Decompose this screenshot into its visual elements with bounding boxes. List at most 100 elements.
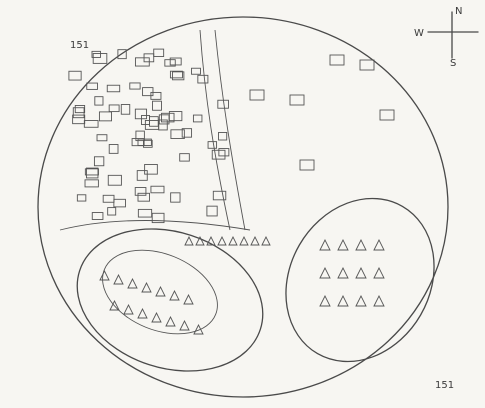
house	[218, 148, 230, 157]
map-label: 151	[435, 380, 454, 391]
hut	[179, 319, 190, 331]
house	[172, 71, 185, 81]
house	[379, 109, 395, 121]
hut	[337, 238, 349, 251]
compass-south: S	[450, 58, 456, 69]
road	[214, 29, 246, 231]
house	[192, 114, 203, 123]
house	[150, 185, 165, 194]
hut	[319, 238, 331, 251]
house	[72, 107, 85, 119]
hut	[261, 235, 271, 246]
house	[191, 67, 201, 75]
house	[108, 104, 120, 113]
hut	[123, 303, 134, 315]
hut	[373, 294, 385, 307]
house	[217, 99, 229, 109]
house	[117, 49, 127, 60]
house	[76, 194, 87, 202]
house	[168, 111, 183, 122]
house	[84, 179, 99, 188]
house	[92, 53, 108, 64]
house	[93, 156, 105, 167]
house	[169, 70, 183, 79]
house	[137, 138, 152, 146]
house	[94, 96, 104, 106]
house	[289, 94, 305, 106]
hut	[319, 266, 331, 279]
house	[249, 89, 265, 101]
house	[107, 207, 117, 216]
hut	[373, 266, 385, 279]
house	[142, 87, 154, 97]
house	[206, 205, 218, 217]
house	[68, 70, 82, 81]
house	[299, 159, 315, 171]
house	[143, 139, 153, 148]
house	[151, 212, 165, 224]
hut	[355, 294, 367, 307]
hut	[113, 273, 124, 285]
house	[137, 192, 150, 202]
house	[113, 198, 126, 208]
house	[86, 82, 98, 90]
house	[212, 190, 227, 201]
hut	[228, 235, 238, 246]
house	[120, 104, 131, 115]
house	[144, 120, 160, 130]
compass-north: N	[455, 6, 462, 17]
house	[207, 141, 218, 149]
house	[329, 54, 345, 66]
house	[134, 57, 150, 67]
hut	[99, 269, 110, 281]
map-label: 151	[70, 40, 89, 51]
road	[199, 29, 231, 231]
hut	[127, 277, 138, 289]
house	[98, 111, 112, 122]
hut	[183, 293, 194, 305]
house	[150, 91, 162, 100]
hut	[373, 238, 385, 251]
house	[96, 134, 108, 142]
house	[102, 194, 115, 203]
hut	[319, 294, 331, 307]
hut	[239, 235, 249, 246]
house	[85, 167, 99, 179]
house	[170, 129, 185, 139]
house	[74, 105, 86, 114]
house	[106, 84, 121, 93]
hut	[109, 299, 120, 311]
inner-oval	[102, 249, 218, 335]
house	[137, 208, 153, 218]
house	[152, 100, 162, 111]
house	[135, 130, 145, 142]
hut	[355, 238, 367, 251]
road	[59, 220, 251, 231]
hut	[165, 315, 176, 327]
house	[84, 168, 99, 176]
house	[107, 174, 122, 186]
house	[91, 50, 101, 58]
house	[129, 82, 141, 90]
hut	[137, 307, 148, 319]
house	[108, 144, 119, 154]
house	[153, 48, 165, 57]
house	[181, 128, 193, 138]
house	[134, 108, 148, 120]
house	[179, 153, 190, 162]
hut	[337, 266, 349, 279]
house	[72, 114, 86, 125]
house	[144, 164, 158, 175]
hut	[355, 266, 367, 279]
hut	[206, 235, 216, 246]
compass-west: W	[414, 28, 424, 39]
hut	[151, 311, 162, 323]
settlement-oval-right	[285, 197, 435, 363]
hut	[155, 285, 166, 297]
hut	[217, 235, 227, 246]
hut	[169, 289, 180, 301]
hut	[195, 235, 205, 246]
hut	[193, 323, 204, 335]
